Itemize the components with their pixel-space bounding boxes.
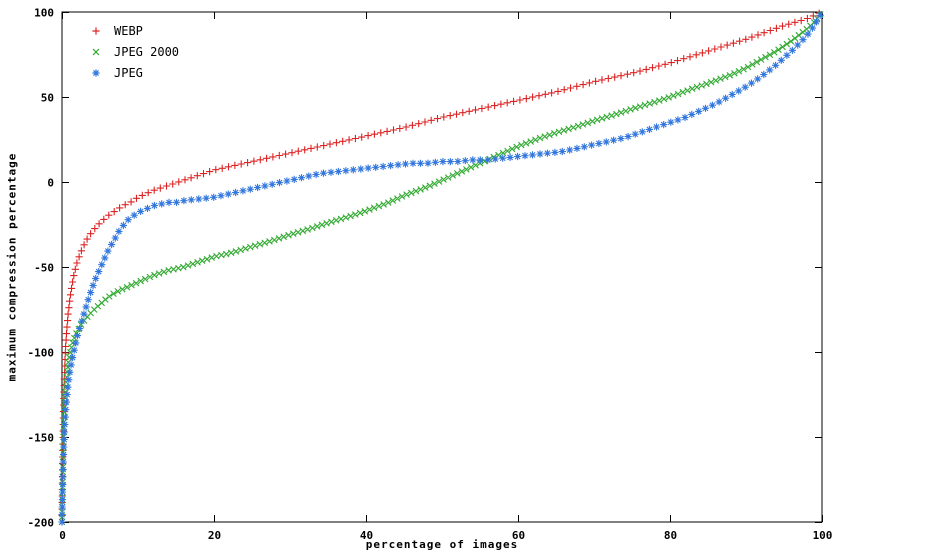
svg-text:50: 50 [41,92,54,105]
legend-item-jpeg2000: JPEG 2000 [84,41,179,62]
x-axis-label: percentage of images [365,538,519,551]
webp-plus-marker-icon [84,23,108,39]
svg-text:-150: -150 [28,432,55,445]
svg-text:20: 20 [208,529,221,542]
svg-text:-200: -200 [28,517,55,530]
svg-text:0: 0 [59,529,66,542]
svg-text:-50: -50 [34,262,54,275]
y-axis-label: maximum compression percentage [5,152,19,382]
legend-label-jpeg: JPEG [114,65,143,80]
legend-item-jpeg: JPEG [84,62,179,83]
legend: WEBP JPEG 2000 JPEG [84,20,179,83]
legend-label-jpeg2000: JPEG 2000 [114,44,180,59]
svg-text:60: 60 [512,529,525,542]
svg-text:40: 40 [360,529,373,542]
svg-text:0: 0 [47,177,54,190]
jpeg-asterisk-marker-icon [84,65,108,81]
legend-item-webp: WEBP [84,20,179,41]
svg-text:100: 100 [34,7,54,20]
jpeg2000-cross-marker-icon [84,44,108,60]
svg-text:-100: -100 [28,347,55,360]
svg-text:80: 80 [664,529,677,542]
legend-label-webp: WEBP [114,23,143,38]
svg-text:100: 100 [813,529,833,542]
